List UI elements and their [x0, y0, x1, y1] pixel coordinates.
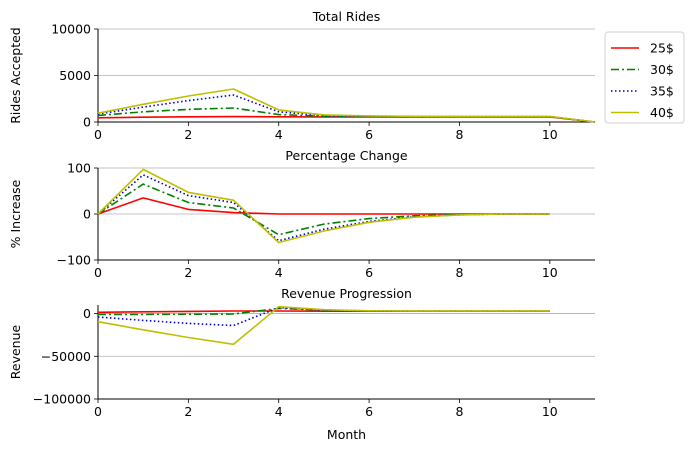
- chart-panel-3: −100000 −50000 0 0 2 4 6 8 10 Revenue Progression…: [8, 286, 595, 442]
- x-tick-label: 6: [365, 127, 373, 142]
- legend-box: [604, 31, 685, 124]
- series-line-25: [97, 197, 550, 215]
- y-tick-label: −100: [57, 253, 91, 268]
- x-tick-label: 2: [184, 127, 192, 142]
- y-tick-label: 10000: [51, 22, 91, 37]
- y-tick-label: −100000: [33, 392, 91, 407]
- series-line-40: [97, 305, 550, 346]
- chart-title: Revenue Progression: [281, 286, 412, 301]
- x-axis-label: Month: [327, 427, 366, 442]
- series-line-40: [97, 168, 550, 244]
- x-tick-label: 0: [94, 127, 102, 142]
- y-axis-label: Rides Accepted: [8, 27, 23, 124]
- series-line-30: [97, 107, 596, 123]
- y-tick-label: −50000: [41, 349, 91, 364]
- x-tick-label: 6: [365, 265, 373, 280]
- y-tick-label: 0: [83, 115, 91, 130]
- y-tick-label: 0: [83, 306, 91, 321]
- legend-label: 25$: [650, 41, 674, 56]
- series-line-40: [97, 88, 596, 123]
- legend: 25$ 30$ 35$ 40$: [604, 31, 685, 124]
- y-tick-label: 100: [67, 161, 91, 176]
- x-tick-label: 2: [184, 265, 192, 280]
- x-tick-label: 6: [365, 404, 373, 419]
- x-tick-label: 8: [455, 127, 463, 142]
- x-tick-label: 8: [455, 265, 463, 280]
- y-axis-label: % Increase: [8, 179, 23, 248]
- legend-label: 40$: [650, 105, 674, 120]
- series-line-30: [97, 183, 550, 236]
- chart-panel-1: 0 5000 10000 0 2 4 6 8 10 Total Rides Rides Accept…: [8, 9, 596, 142]
- x-tick-label: 2: [184, 404, 192, 419]
- x-tick-label: 10: [542, 265, 558, 280]
- x-tick-label: 0: [94, 404, 102, 419]
- x-tick-label: 10: [542, 127, 558, 142]
- x-tick-label: 4: [275, 127, 283, 142]
- x-tick-label: 10: [542, 404, 558, 419]
- y-axis-label: Revenue: [8, 324, 23, 379]
- x-tick-label: 4: [275, 265, 283, 280]
- legend-label: 30$: [650, 62, 674, 77]
- chart-title: Total Rides: [312, 9, 380, 24]
- y-tick-label: 5000: [59, 68, 91, 83]
- legend-label: 35$: [650, 84, 674, 99]
- x-tick-label: 4: [275, 404, 283, 419]
- y-tick-label: 0: [83, 207, 91, 222]
- x-tick-label: 0: [94, 265, 102, 280]
- x-tick-label: 8: [455, 404, 463, 419]
- chart-title: Percentage Change: [285, 148, 407, 163]
